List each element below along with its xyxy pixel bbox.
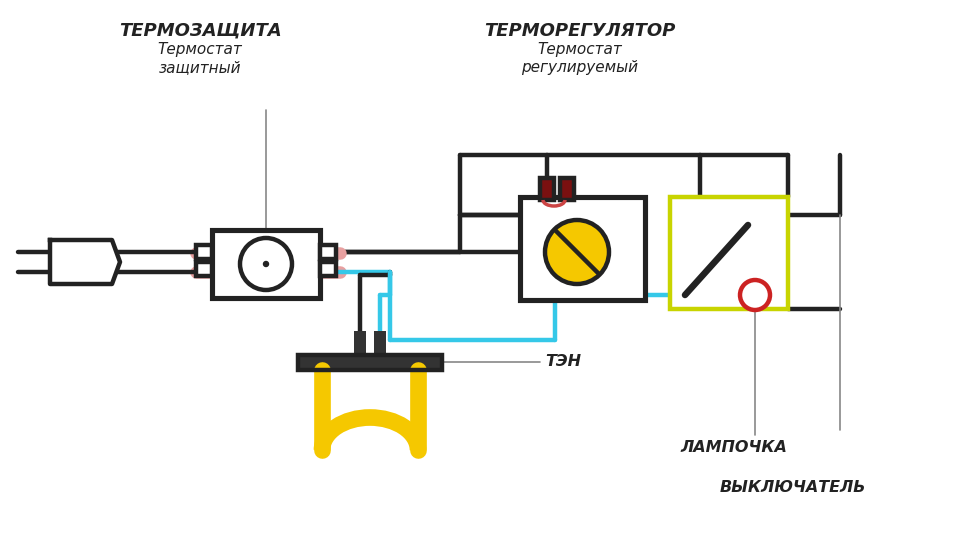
Bar (520, 197, 645, 300)
Bar (298, 355, 442, 370)
Text: ТЕРМОРЕГУЛЯТОР: ТЕРМОРЕГУЛЯТОР (484, 22, 676, 40)
Bar (320, 262, 336, 276)
Bar (354, 331, 366, 355)
Text: ЛАМПОЧКА: ЛАМПОЧКА (680, 440, 787, 455)
Circle shape (240, 238, 292, 290)
Bar (560, 178, 574, 200)
Text: ТЕРМОЗАЩИТА: ТЕРМОЗАЩИТА (119, 22, 281, 40)
Bar (298, 355, 442, 370)
Bar (670, 197, 788, 309)
Text: Термостат: Термостат (538, 42, 622, 57)
Text: регулируемый: регулируемый (521, 60, 638, 75)
Polygon shape (50, 240, 120, 284)
Bar (212, 230, 320, 298)
Text: ТЭН: ТЭН (545, 354, 581, 369)
Circle shape (545, 220, 609, 284)
Circle shape (263, 261, 269, 267)
Bar (196, 245, 212, 259)
Text: защитный: защитный (158, 60, 241, 75)
Bar (196, 262, 212, 276)
Bar (320, 245, 336, 259)
Circle shape (740, 280, 770, 310)
Text: ВЫКЛЮЧАТЕЛЬ: ВЫКЛЮЧАТЕЛЬ (720, 480, 867, 495)
Bar (540, 178, 554, 200)
Bar (374, 331, 386, 355)
Text: Термостат: Термостат (157, 42, 242, 57)
